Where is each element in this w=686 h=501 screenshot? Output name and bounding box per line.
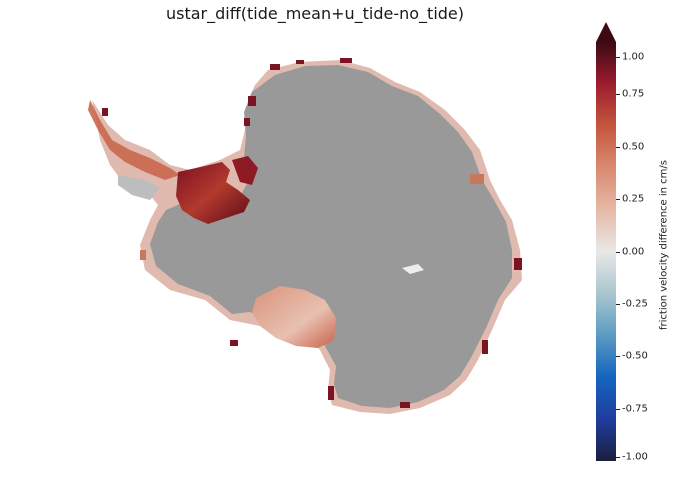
colorbar-tick-mark: [616, 457, 620, 458]
antarctica-landmass: [150, 65, 512, 408]
colorbar-tick-label: -1.00: [622, 451, 648, 463]
colorbar-tick-mark: [616, 57, 620, 58]
colorbar-tick-mark: [616, 94, 620, 96]
ross-shelf-region: [252, 286, 336, 348]
colorbar-tick-mark: [616, 408, 620, 410]
map-title: ustar_diff(tide_mean+u_tide-no_tide): [165, 4, 465, 23]
coastal-hotspots: [102, 58, 522, 408]
colorbar-label: friction velocity difference in cm/s: [658, 160, 670, 330]
colorbar-tick-mark: [616, 251, 620, 253]
colorbar-tick-mark: [616, 303, 620, 305]
colorbar-tick-label: 0.75: [622, 88, 645, 100]
colorbar-tick-label: 0.25: [622, 193, 645, 205]
colorbar-tick-label: 1.00: [622, 51, 645, 63]
colorbar-tick-label: -0.50: [622, 350, 648, 362]
colorbar-tick-label: 0.50: [622, 141, 645, 153]
colorbar-tick-label: 0.00: [622, 246, 645, 257]
colorbar-tick-mark: [616, 199, 620, 201]
interior-light-patch: [402, 264, 424, 274]
colorbar: -1.00 -0.75 -0.50 -0.25 0.00 0.25 0.50 0.75 1.00: [596, 22, 686, 467]
colorbar-tick-mark: [616, 356, 620, 358]
colorbar-extend-arrow: [596, 22, 616, 42]
colorbar-tick-label: -0.25: [622, 298, 648, 310]
colorbar-tick-label: -0.75: [622, 403, 648, 415]
antarctica-map: [88, 58, 522, 414]
weddell-shelf-region: [176, 162, 250, 224]
colorbar-gradient: [596, 22, 616, 461]
colorbar-tick-mark: [616, 146, 620, 148]
